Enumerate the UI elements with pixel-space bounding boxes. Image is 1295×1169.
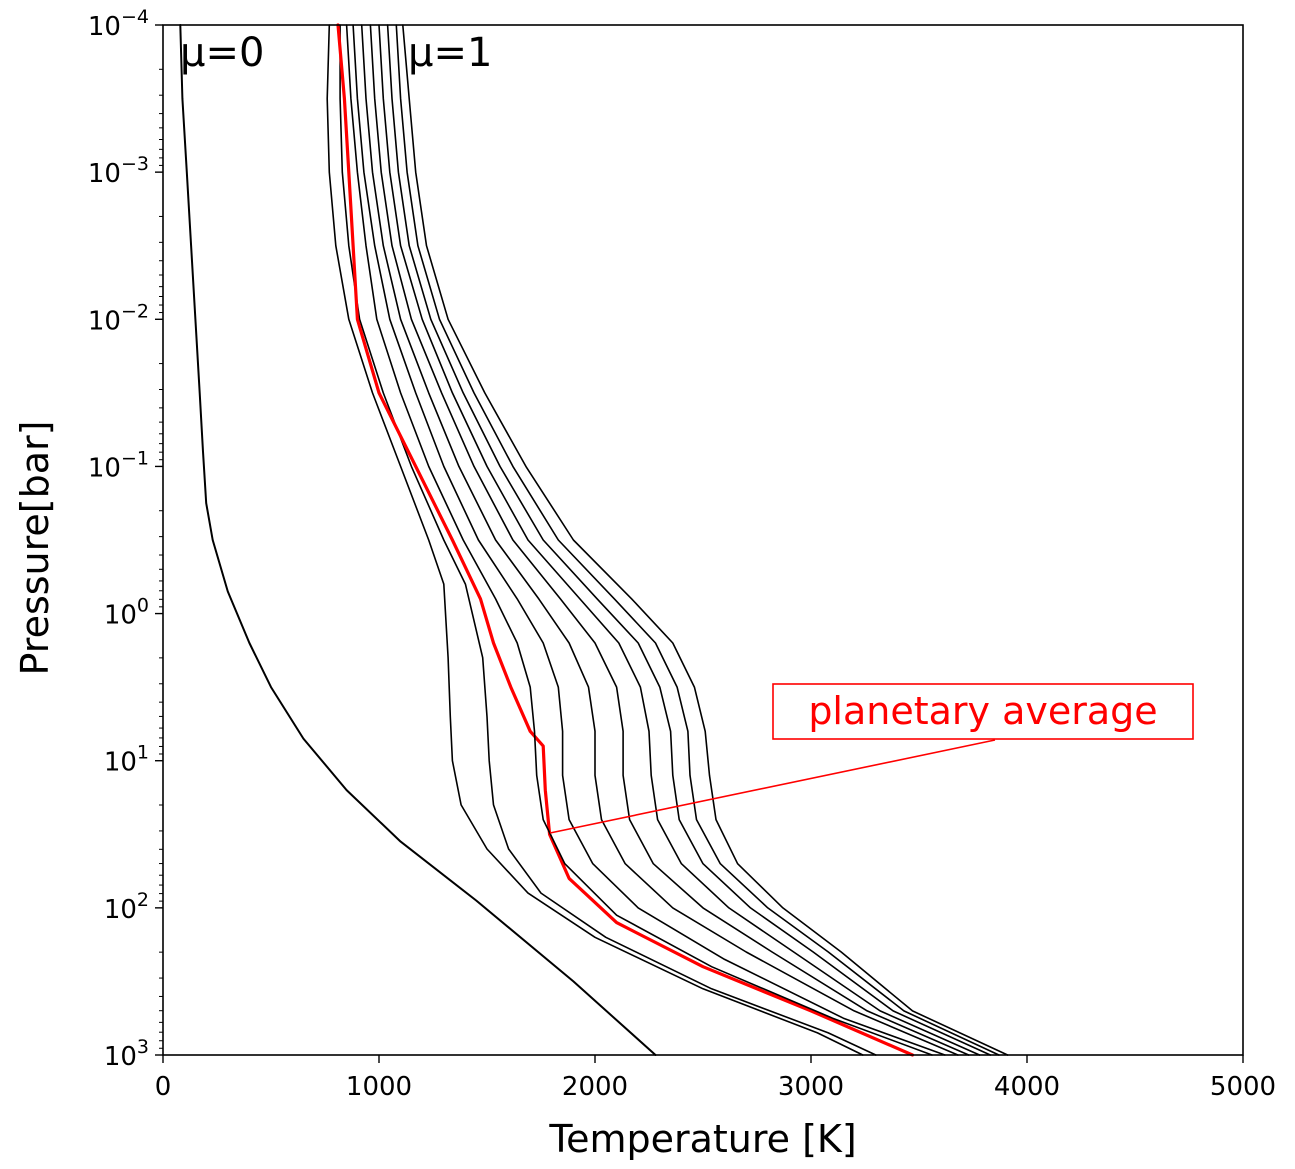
y-tick-label: 100 [104, 595, 149, 631]
series-line-0-night-side-0 [179, 24, 657, 1056]
y-tick-label: 10−1 [88, 447, 149, 483]
x-tick-label: 2000 [562, 1072, 628, 1102]
y-axis-ticks: 10−4 10−3 10−2 10−1 100 101 102 103 [88, 6, 163, 1072]
annotation-arrow [549, 739, 996, 834]
x-tick-label: 5000 [1210, 1072, 1276, 1102]
y-tick-label: 103 [104, 1036, 149, 1072]
series-line-profile-1-1 [326, 24, 864, 1056]
y-tick-label: 101 [104, 742, 149, 778]
series-line-profile-8-8 [378, 24, 981, 1056]
series-line-profile-7-7 [369, 24, 970, 1056]
plot-frame [162, 24, 1244, 1056]
series-line-profile-10-10 [395, 24, 1000, 1056]
series-line-planetary-average-3 [336, 23, 915, 1057]
series-line-profile-11-11 [401, 24, 1009, 1056]
x-tick-label: 1000 [346, 1072, 412, 1102]
y-tick-label: 102 [104, 889, 149, 925]
x-axis-ticks: 0 1000 2000 3000 4000 5000 [155, 1055, 1276, 1102]
series-line-profile-9-9 [386, 24, 992, 1056]
series-line-profile-4-4 [345, 24, 933, 1056]
series-line-profile-2-2 [339, 24, 877, 1056]
planetary-average-label: planetary average [808, 689, 1157, 733]
x-tick-label: 3000 [778, 1072, 844, 1102]
annotation-box [772, 683, 1194, 740]
y-tick-label: 10−2 [88, 300, 149, 336]
y-tick-label: 10−4 [88, 6, 149, 42]
profile-curves [179, 23, 1009, 1057]
y-axis-label: Pressure[bar] [13, 421, 57, 676]
x-tick-label: 4000 [994, 1072, 1060, 1102]
series-line-profile-6-6 [360, 24, 959, 1056]
y-tick-label: 10−3 [88, 153, 149, 189]
mu-one-label: μ=1 [408, 30, 492, 76]
series-line-profile-5-5 [352, 24, 946, 1056]
x-axis-label: Temperature [K] [548, 1117, 856, 1161]
x-tick-label: 0 [155, 1072, 172, 1102]
mu-zero-label: μ=0 [180, 30, 264, 76]
